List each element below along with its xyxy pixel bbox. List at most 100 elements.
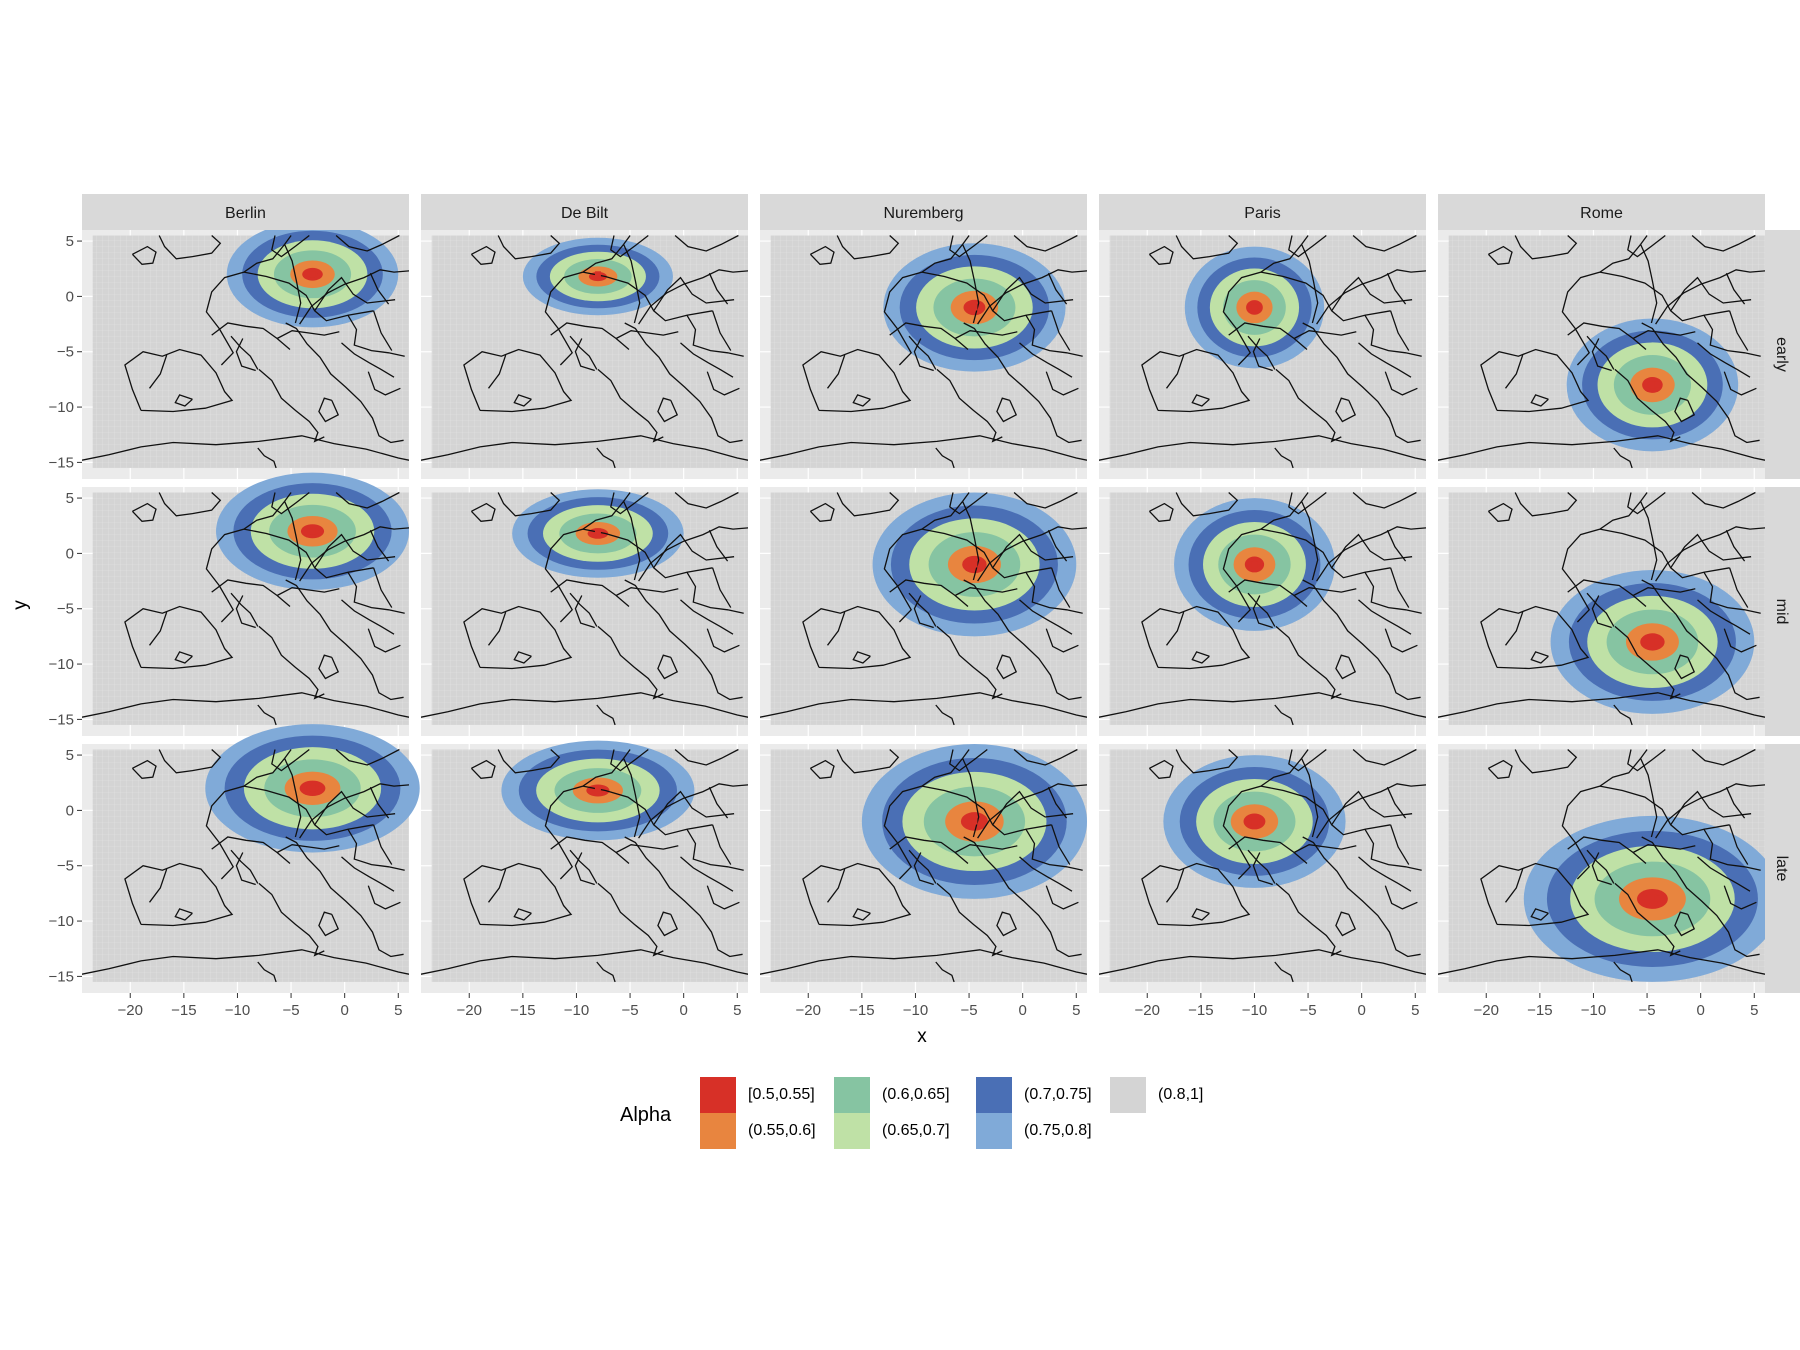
x-tick-label: −15 [849, 1002, 874, 1019]
x-tick-label: −15 [171, 1002, 196, 1019]
legend-item: (0.8,1] [1110, 1077, 1203, 1113]
coastline [1632, 330, 1696, 340]
coastline [1274, 961, 1294, 983]
coastline [908, 849, 937, 884]
coastline [889, 836, 969, 864]
station-marker [309, 528, 316, 535]
map-outline [82, 234, 409, 469]
coastline [1293, 330, 1357, 340]
coastline [1723, 628, 1757, 653]
y-tick-label: −10 [49, 399, 74, 416]
coastline [1260, 271, 1391, 322]
coastline [760, 949, 1087, 975]
coastline [257, 447, 277, 469]
coastline [1438, 949, 1765, 975]
coastline [1614, 882, 1681, 957]
coastline [1586, 335, 1615, 370]
coastline [367, 885, 401, 910]
coastline [1025, 828, 1083, 871]
coastline [1364, 314, 1422, 357]
panel-paris-mid [1099, 487, 1426, 736]
panel-de-bilt-late: −20 −15 −10 −5 0 5 [421, 740, 748, 1019]
coastline [1364, 828, 1422, 871]
coastline [335, 234, 400, 252]
coastline [1148, 502, 1174, 522]
coastline [963, 579, 1082, 701]
legend-label: (0.6,0.65] [882, 1086, 950, 1103]
coastline [1302, 836, 1421, 958]
legend-swatch [700, 1113, 736, 1149]
coastline [653, 533, 735, 569]
coastline [1288, 491, 1327, 515]
coastline [211, 579, 291, 607]
coastline [582, 271, 713, 322]
coastline [1728, 310, 1749, 351]
x-tick-label: −20 [1474, 1002, 1499, 1019]
coastline [977, 783, 1087, 839]
coastline [674, 234, 739, 252]
panel-berlin-late: 5 0 −5 −10 −15 −20 −15 −10 −5 0 5 [49, 724, 420, 1019]
coastline [1148, 245, 1174, 265]
coastline [1275, 625, 1342, 700]
coastline [1175, 492, 1239, 517]
coastline [1358, 342, 1412, 378]
coastline [497, 492, 561, 517]
coastline [1487, 502, 1513, 522]
coastline [674, 748, 739, 766]
coastline [369, 529, 390, 562]
legend-swatch [834, 1113, 870, 1149]
coastline [497, 749, 561, 774]
coastline [82, 435, 409, 461]
map-outline [421, 491, 748, 726]
panel-nuremberg-late: −20 −15 −10 −5 0 5 [760, 744, 1087, 1019]
coastline [1364, 571, 1422, 614]
coastline [610, 491, 649, 515]
coastline [1586, 592, 1615, 627]
x-tick-label: 5 [1072, 1002, 1080, 1019]
legend-item: (0.65,0.7] [834, 1113, 950, 1149]
coastline [158, 235, 222, 260]
x-tick-label: −15 [1188, 1002, 1213, 1019]
coastline [836, 492, 900, 517]
coastline [1335, 654, 1357, 680]
coastline [760, 692, 1087, 718]
coastline [1389, 310, 1410, 351]
coastline [550, 322, 630, 350]
coastline [1045, 371, 1079, 396]
coastline [314, 276, 396, 312]
coastline [1725, 272, 1746, 305]
y-tick-label: −15 [49, 711, 74, 728]
coastline [284, 758, 302, 838]
station-marker [971, 304, 978, 311]
coastline [1316, 269, 1426, 325]
map-outline [82, 491, 409, 726]
coastline [367, 628, 401, 653]
legend-swatch [976, 1077, 1012, 1113]
station-marker [971, 561, 978, 568]
coastline [1655, 269, 1765, 325]
coastline [624, 579, 743, 701]
legend-label: [0.5,0.55] [748, 1086, 815, 1103]
coastline [1514, 749, 1578, 774]
coastline [158, 492, 222, 517]
map-outline [1099, 491, 1426, 726]
coastline [1260, 528, 1391, 579]
x-tick-label: −20 [118, 1002, 143, 1019]
coastline [638, 269, 748, 325]
coastline [809, 759, 835, 779]
x-tick-label: −5 [961, 1002, 978, 1019]
coastline [1247, 335, 1276, 370]
coastline [1165, 354, 1185, 389]
coastline [257, 961, 277, 983]
coastline [1228, 322, 1308, 350]
facet-strip-row [1765, 487, 1800, 736]
coastline [1613, 447, 1633, 469]
legend-label: (0.65,0.7] [882, 1122, 950, 1139]
coastline [1632, 587, 1696, 597]
coastline [963, 322, 1082, 444]
coastline [1640, 501, 1658, 581]
map-outline [1099, 234, 1426, 469]
coastline [1504, 354, 1524, 389]
map-outline [82, 748, 409, 983]
facet-strip-column [82, 194, 409, 230]
